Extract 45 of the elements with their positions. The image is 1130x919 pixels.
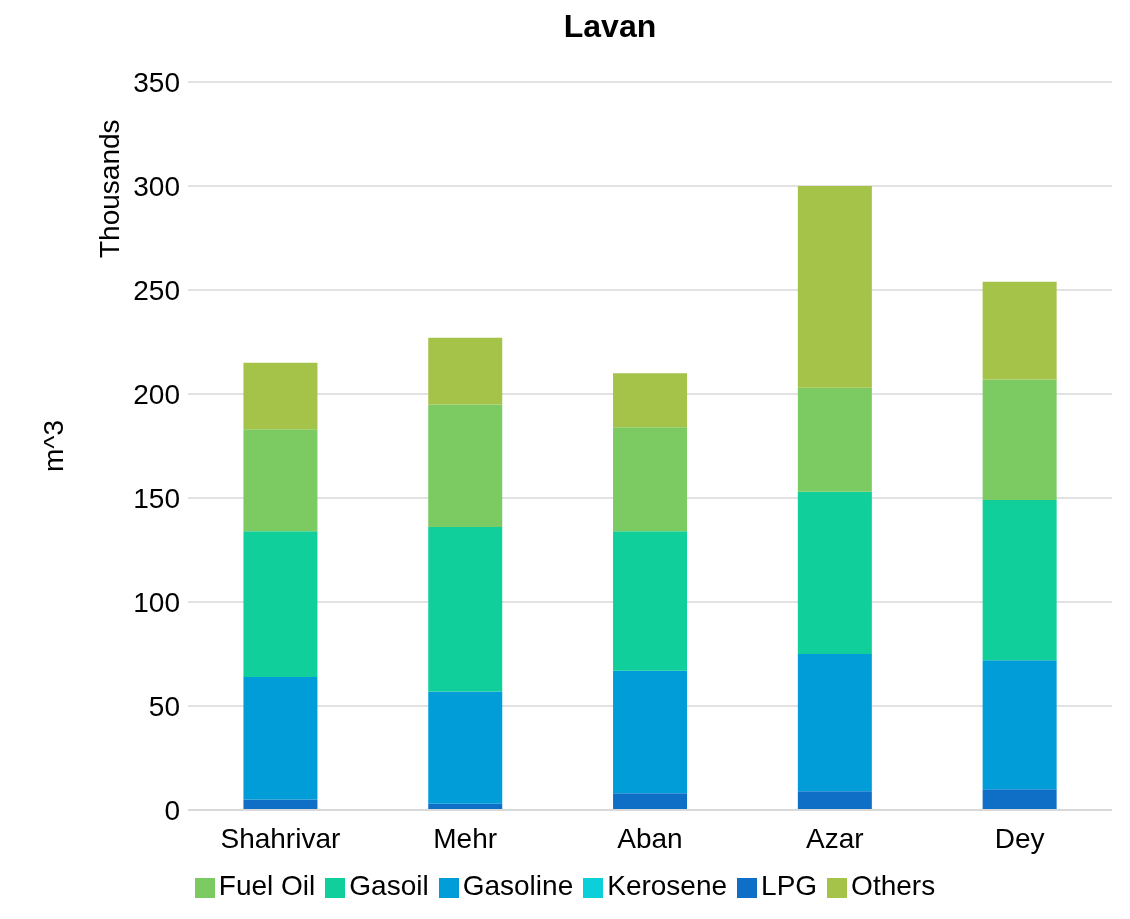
y-tick-label: 100 — [133, 586, 180, 618]
y-tick-label: 200 — [133, 378, 180, 410]
bar — [797, 186, 872, 388]
legend-label: Fuel Oil — [218, 870, 316, 901]
bar — [243, 676, 318, 800]
bar — [797, 387, 872, 492]
text: Thousands — [94, 119, 126, 258]
legend-label: Others — [851, 870, 936, 901]
y-tick-label: 250 — [133, 274, 180, 306]
bar — [428, 691, 503, 804]
legend-label: Gasoline — [462, 870, 574, 901]
bar — [613, 670, 688, 794]
bar — [982, 281, 1057, 380]
x-tick-label: Shahrivar — [220, 822, 341, 854]
legend-label: Kerosene — [607, 870, 728, 901]
bar — [243, 362, 318, 430]
legend-label: Gasoil — [349, 870, 429, 901]
bar — [428, 527, 503, 692]
y-tick-label: 50 — [148, 690, 180, 722]
bar — [428, 337, 503, 405]
bar — [797, 491, 872, 654]
bar — [982, 379, 1057, 501]
x-tick-label: Mehr — [433, 822, 498, 854]
chart-title: Lavan — [562, 8, 658, 46]
bar — [982, 660, 1057, 790]
bar — [797, 791, 872, 810]
y-tick-label: 350 — [133, 66, 180, 98]
x-tick-label: Dey — [994, 822, 1045, 854]
bar — [613, 531, 688, 671]
bar — [613, 427, 688, 532]
y-axis-title: m^3 — [37, 419, 69, 473]
y-tick-label: 0 — [164, 794, 180, 826]
bar — [797, 654, 872, 792]
bar — [613, 373, 688, 428]
bar — [428, 404, 503, 528]
bar — [243, 429, 318, 532]
x-tick-label: Azar — [806, 822, 864, 854]
y-tick-label: 150 — [133, 482, 180, 514]
x-tick-label: Aban — [617, 822, 683, 854]
bar — [613, 793, 688, 810]
y-tick-label: 300 — [133, 170, 180, 202]
bar — [982, 789, 1057, 810]
bar — [982, 500, 1057, 661]
bar — [243, 531, 318, 677]
legend-label: LPG — [761, 870, 818, 901]
